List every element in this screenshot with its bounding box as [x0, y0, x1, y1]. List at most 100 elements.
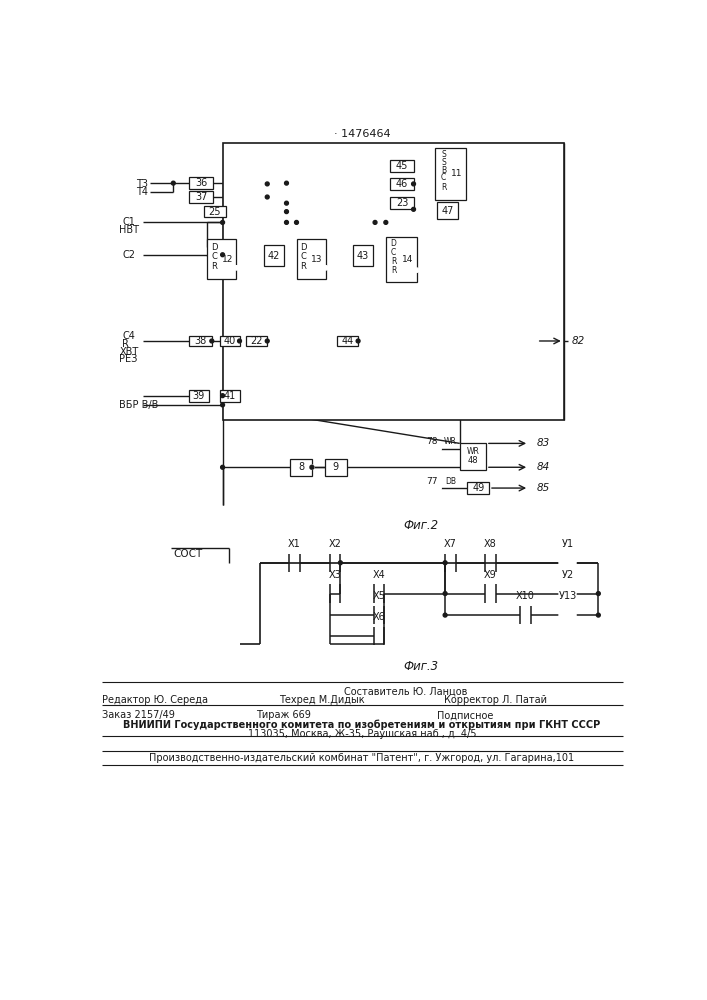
Bar	[435, 148, 466, 200]
Text: У1: У1	[561, 539, 573, 549]
Bar	[204, 206, 226, 217]
Text: Техред М.Дидык: Техред М.Дидык	[279, 695, 364, 705]
Circle shape	[356, 339, 360, 343]
Bar	[189, 389, 209, 402]
Bar	[264, 245, 284, 266]
Text: 42: 42	[268, 251, 281, 261]
Text: C: C	[211, 252, 217, 261]
Text: 47: 47	[441, 206, 454, 216]
Text: R: R	[122, 339, 129, 349]
Text: X7: X7	[444, 539, 457, 549]
Text: D: D	[211, 243, 217, 252]
Text: 12: 12	[221, 255, 233, 264]
Text: ХВТ: ХВТ	[119, 347, 139, 357]
Text: Фиг.3: Фиг.3	[404, 660, 439, 673]
Bar	[219, 389, 240, 402]
Text: Корректор Л. Патай: Корректор Л. Патай	[444, 695, 547, 705]
Bar	[189, 336, 212, 346]
Text: D: D	[390, 239, 397, 248]
Circle shape	[221, 394, 225, 398]
Text: C4: C4	[122, 331, 135, 341]
Text: 78: 78	[426, 437, 438, 446]
Text: ВНИИПИ Государственного комитета по изобретениям и открытиям при ГКНТ СССР: ВНИИПИ Государственного комитета по изоб…	[123, 720, 600, 730]
Text: X1: X1	[288, 539, 300, 549]
Text: Заказ 2157/49: Заказ 2157/49	[102, 710, 175, 720]
Bar	[390, 178, 414, 190]
Text: НВТ: НВТ	[119, 225, 139, 235]
Circle shape	[221, 403, 225, 407]
Circle shape	[234, 266, 239, 270]
Circle shape	[310, 465, 314, 469]
Circle shape	[435, 485, 441, 491]
Text: Подписное: Подписное	[437, 710, 493, 720]
Circle shape	[310, 465, 314, 470]
Circle shape	[221, 465, 225, 469]
Text: X8: X8	[484, 539, 497, 549]
Circle shape	[210, 339, 214, 343]
Bar	[353, 245, 373, 266]
Bar	[390, 197, 414, 209]
Text: 43: 43	[356, 251, 369, 261]
Circle shape	[265, 339, 269, 343]
Circle shape	[559, 554, 576, 571]
Text: 77: 77	[426, 477, 438, 486]
Text: S: S	[441, 150, 446, 159]
Text: C2: C2	[122, 250, 136, 260]
Bar	[325, 459, 346, 476]
Circle shape	[265, 182, 269, 186]
Bar	[437, 202, 458, 219]
Bar	[296, 239, 326, 279]
Text: X6: X6	[373, 612, 385, 622]
Text: X10: X10	[515, 591, 534, 601]
Text: Тираж 669: Тираж 669	[256, 710, 310, 720]
Bar	[386, 237, 416, 282]
Bar	[460, 443, 486, 470]
Circle shape	[373, 220, 377, 224]
Circle shape	[284, 210, 288, 214]
Circle shape	[284, 181, 288, 185]
Bar	[246, 336, 267, 346]
Text: ВБР В/В: ВБР В/В	[119, 400, 159, 410]
Text: C: C	[300, 252, 306, 261]
Text: СОСТ: СОСТ	[173, 549, 202, 559]
Text: 8: 8	[298, 462, 304, 472]
Bar	[189, 191, 214, 203]
Circle shape	[597, 592, 600, 595]
Circle shape	[339, 561, 342, 565]
Circle shape	[295, 220, 298, 224]
Bar	[467, 482, 489, 494]
Text: 82: 82	[571, 336, 585, 346]
Bar	[390, 160, 414, 172]
Text: R: R	[300, 262, 306, 271]
Text: 46: 46	[396, 179, 408, 189]
Circle shape	[324, 266, 328, 270]
Text: 23: 23	[396, 198, 408, 208]
Circle shape	[443, 592, 447, 595]
Bar	[219, 336, 240, 346]
Bar	[291, 459, 312, 476]
Text: T4: T4	[136, 187, 148, 197]
Circle shape	[284, 201, 288, 205]
Text: B: B	[441, 166, 446, 175]
Text: 11: 11	[451, 169, 462, 178]
Text: Составитель Ю. Ланцов: Составитель Ю. Ланцов	[344, 686, 467, 696]
Text: R: R	[391, 266, 396, 275]
Text: 41: 41	[223, 391, 235, 401]
Text: 48: 48	[467, 456, 478, 465]
Text: D: D	[300, 243, 307, 252]
Text: Фиг.2: Фиг.2	[404, 519, 439, 532]
Circle shape	[435, 446, 441, 452]
Text: 39: 39	[192, 391, 205, 401]
Circle shape	[411, 182, 416, 186]
Text: X5: X5	[373, 591, 385, 601]
Text: WR: WR	[467, 447, 479, 456]
Circle shape	[284, 220, 288, 224]
Circle shape	[265, 195, 269, 199]
Circle shape	[221, 220, 225, 224]
Circle shape	[559, 607, 576, 624]
Text: 36: 36	[195, 178, 207, 188]
Text: C1: C1	[122, 217, 135, 227]
Text: 14: 14	[402, 255, 413, 264]
Text: R: R	[391, 257, 396, 266]
Text: T3: T3	[136, 179, 148, 189]
